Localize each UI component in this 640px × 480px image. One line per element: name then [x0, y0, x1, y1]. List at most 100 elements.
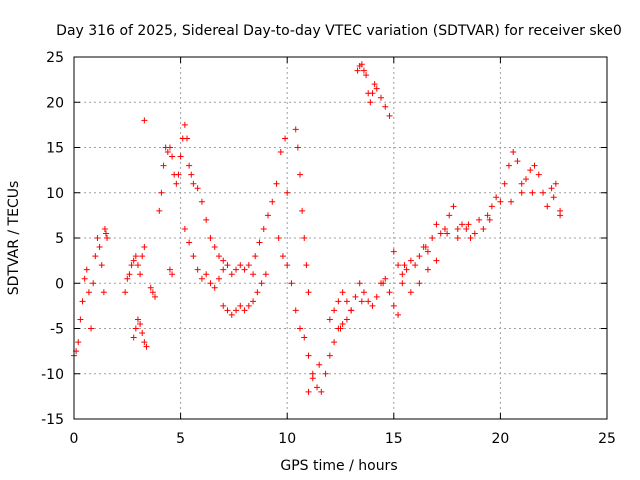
data-point — [416, 280, 423, 287]
data-point — [382, 103, 389, 110]
data-point — [237, 262, 244, 269]
data-point — [309, 375, 316, 382]
data-point — [128, 262, 135, 269]
data-point — [390, 302, 397, 309]
data-point — [132, 325, 139, 332]
data-point — [522, 176, 529, 183]
data-point — [433, 257, 440, 264]
data-point — [220, 257, 227, 264]
data-point — [282, 135, 289, 142]
data-point — [194, 266, 201, 273]
data-point — [454, 235, 461, 241]
data-point — [378, 94, 385, 101]
x-tick-label: 15 — [385, 431, 403, 447]
data-point — [356, 280, 363, 287]
data-point — [241, 307, 248, 314]
data-point — [326, 352, 333, 359]
data-point — [203, 216, 210, 223]
data-point — [126, 271, 133, 278]
data-point — [299, 207, 306, 214]
data-point — [79, 298, 86, 305]
data-point — [407, 289, 414, 296]
data-point — [260, 225, 267, 232]
data-point — [316, 361, 323, 368]
data-point — [130, 334, 137, 341]
data-point — [471, 230, 478, 237]
data-point — [497, 198, 504, 205]
data-point — [484, 212, 491, 219]
data-point — [190, 253, 197, 260]
data-point — [514, 158, 521, 165]
data-point — [207, 235, 214, 241]
data-point — [228, 311, 235, 318]
data-point — [296, 325, 303, 332]
data-point — [104, 235, 111, 241]
data-point — [166, 144, 173, 151]
y-axis-label: SDTVAR / TECUs — [6, 181, 22, 296]
data-point — [262, 271, 269, 278]
data-point — [132, 253, 139, 260]
data-point — [181, 121, 188, 128]
data-point — [380, 280, 387, 287]
data-point — [147, 284, 154, 291]
data-point — [77, 316, 84, 323]
data-point — [371, 81, 378, 88]
data-point — [85, 289, 92, 296]
data-point — [143, 343, 150, 350]
y-tick-label: -5 — [50, 322, 64, 338]
data-point — [339, 320, 346, 327]
data-point — [476, 216, 483, 223]
data-point — [139, 253, 146, 260]
data-point — [141, 244, 148, 251]
data-point — [190, 180, 197, 187]
data-point — [444, 230, 451, 237]
data-point — [220, 266, 227, 273]
data-point — [284, 189, 291, 196]
data-point — [305, 289, 312, 296]
data-point — [175, 171, 182, 178]
data-point — [134, 316, 141, 323]
data-point — [535, 171, 542, 178]
data-point — [326, 316, 333, 323]
data-point — [465, 221, 472, 228]
data-point — [92, 253, 99, 260]
data-point — [228, 271, 235, 278]
data-point — [224, 262, 231, 269]
data-point — [166, 266, 173, 273]
data-point — [395, 262, 402, 269]
data-point — [250, 298, 257, 305]
data-point — [548, 185, 555, 192]
data-point — [318, 388, 325, 395]
data-point — [382, 275, 389, 282]
data-point — [505, 162, 512, 169]
data-point — [486, 216, 493, 223]
data-point — [296, 171, 303, 178]
data-point — [386, 112, 393, 119]
data-point — [215, 275, 222, 282]
data-point — [275, 235, 282, 241]
y-tick-label: 0 — [55, 276, 64, 292]
data-point — [441, 225, 448, 232]
data-point — [407, 257, 414, 264]
data-point — [450, 203, 457, 210]
data-point — [540, 189, 547, 196]
data-point — [437, 230, 444, 237]
data-point — [258, 280, 265, 287]
data-point — [303, 262, 310, 269]
data-point — [273, 180, 280, 187]
data-point — [173, 180, 180, 187]
data-point — [203, 271, 210, 278]
data-point — [211, 244, 218, 251]
data-point — [137, 320, 144, 327]
data-point — [292, 307, 299, 314]
data-point — [399, 280, 406, 287]
data-point — [75, 339, 82, 346]
data-point — [137, 271, 144, 278]
data-point — [339, 289, 346, 296]
data-point — [557, 212, 564, 219]
data-point — [233, 266, 240, 273]
chart-title: Day 316 of 2025, Sidereal Day-to-day VTE… — [56, 23, 622, 39]
data-point — [305, 388, 312, 395]
data-point — [284, 262, 291, 269]
data-point — [335, 298, 342, 305]
